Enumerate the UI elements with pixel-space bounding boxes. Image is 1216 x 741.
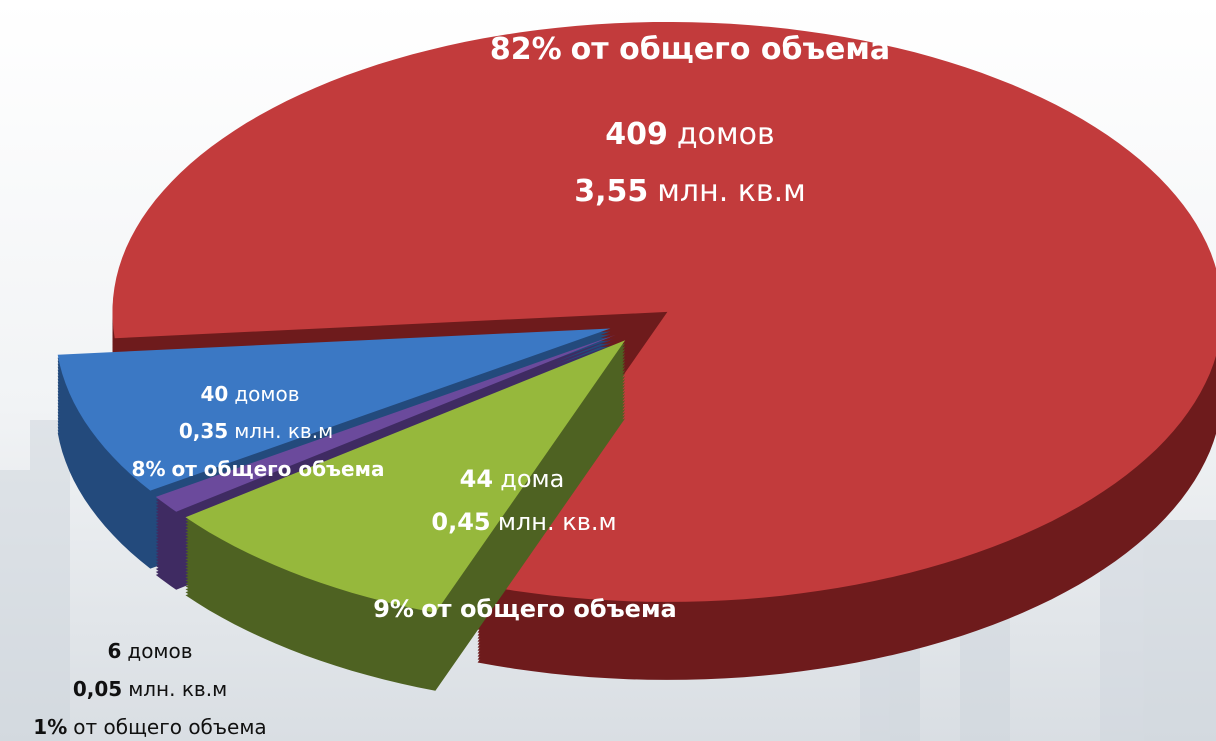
share-label-unit: от общего объема	[172, 457, 385, 481]
houses-label: 6 домов	[107, 639, 192, 663]
houses-label-unit: домов	[677, 117, 775, 152]
share-label-unit: от общего объема	[73, 715, 266, 739]
share-label-number: 82%	[490, 32, 562, 67]
area-label-unit: млн. кв.м	[128, 677, 227, 701]
share-label: 1% от общего объема	[33, 715, 266, 739]
area-label: 0,35 млн. кв.м	[179, 419, 333, 443]
share-label-number: 9%	[373, 595, 414, 623]
houses-label-number: 6	[107, 639, 121, 663]
share-label-number: 1%	[33, 715, 67, 739]
houses-label: 40 домов	[200, 382, 299, 406]
houses-label-number: 44	[460, 465, 493, 493]
share-label-unit: от общего объема	[421, 595, 677, 623]
share-label: 82% от общего объема	[490, 32, 890, 67]
houses-label-unit: дома	[500, 465, 564, 493]
share-label: 9% от общего объема	[373, 595, 677, 623]
share-label-unit: от общего объема	[571, 32, 890, 67]
area-label-unit: млн. кв.м	[234, 419, 333, 443]
area-label: 0,45 млн. кв.м	[431, 508, 616, 536]
slice	[57, 328, 611, 491]
share-label: 8% от общего объема	[132, 457, 385, 481]
area-label-number: 0,05	[73, 677, 122, 701]
houses-label: 44 дома	[460, 465, 565, 493]
area-label-number: 0,35	[179, 419, 228, 443]
area-label: 0,05 млн. кв.м	[73, 677, 227, 701]
slice	[185, 340, 626, 613]
area-label-unit: млн. кв.м	[498, 508, 617, 536]
area-label: 3,55 млн. кв.м	[574, 174, 806, 209]
houses-label-number: 409	[605, 117, 668, 152]
houses-label-unit: домов	[234, 382, 299, 406]
houses-label: 409 домов	[605, 117, 774, 152]
slice	[155, 334, 616, 512]
area-label-number: 0,45	[431, 508, 490, 536]
share-label-number: 8%	[132, 457, 166, 481]
area-label-unit: млн. кв.м	[657, 174, 805, 209]
houses-label-number: 40	[200, 382, 228, 406]
houses-label-unit: домов	[127, 639, 192, 663]
slice	[112, 22, 1216, 602]
area-label-number: 3,55	[574, 174, 648, 209]
